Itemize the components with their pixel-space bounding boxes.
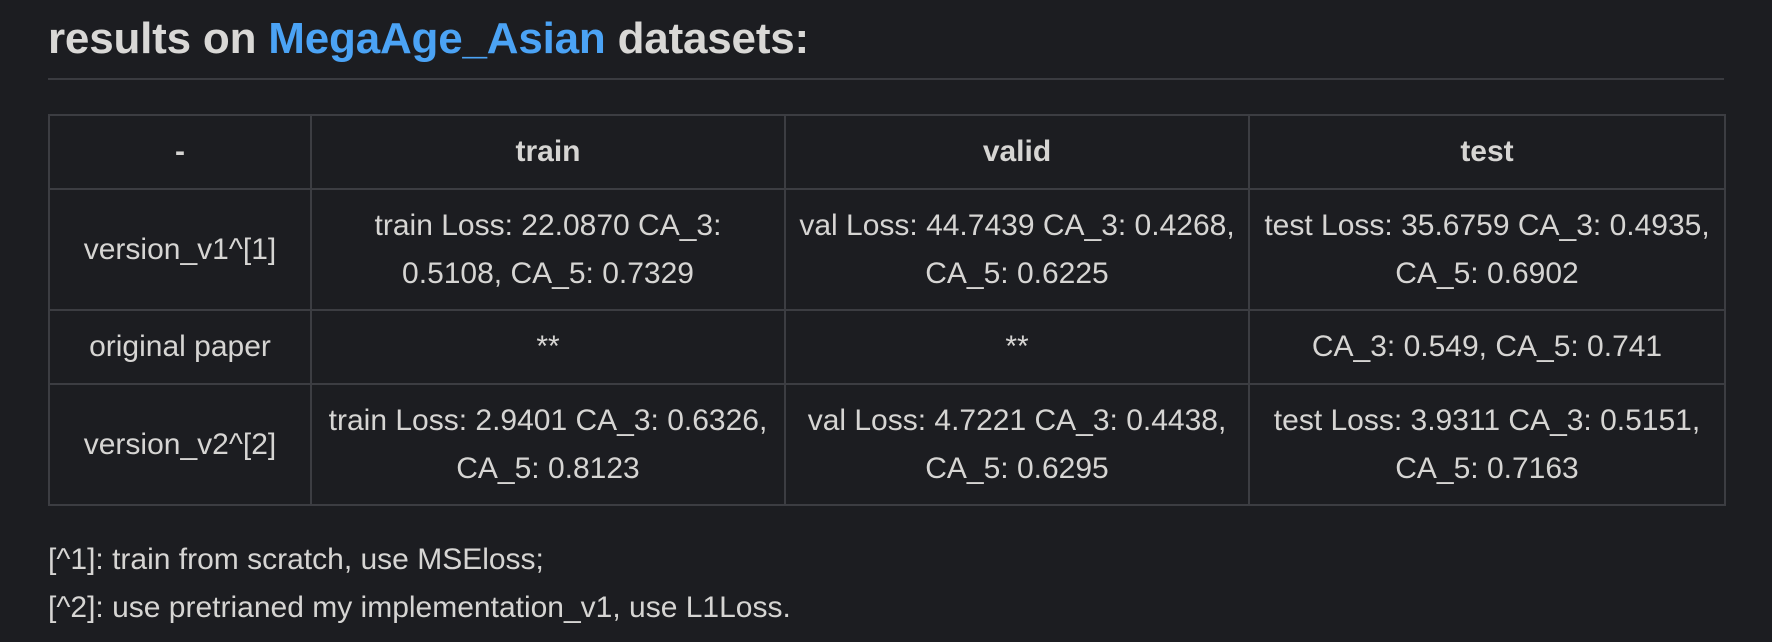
valid-cell: ** [784,309,1250,385]
dataset-link[interactable]: MegaAge_Asian [268,14,606,63]
header-cell-train: train [310,114,786,190]
header-cell-label: - [48,114,312,190]
section-heading: results on MegaAge_Asian datasets: [48,0,1724,78]
footnote-2: [^2]: use pretrianed my implementation_v… [48,591,791,624]
results-table: - train valid test version_v1^[1] train … [48,114,1726,506]
markdown-document: results on MegaAge_Asian datasets: - tra… [48,0,1726,624]
valid-cell: val Loss: 44.7439 CA_3: 0.4268, CA_5: 0.… [784,188,1250,311]
test-cell: test Loss: 35.6759 CA_3: 0.4935, CA_5: 0… [1248,188,1726,311]
test-cell: test Loss: 3.9311 CA_3: 0.5151, CA_5: 0.… [1248,383,1726,506]
test-cell: CA_3: 0.549, CA_5: 0.741 [1248,309,1726,385]
heading-prefix: results on [48,14,269,63]
train-cell: train Loss: 2.9401 CA_3: 0.6326, CA_5: 0… [310,383,786,506]
train-cell: train Loss: 22.0870 CA_3: 0.5108, CA_5: … [310,188,786,311]
row-label-cell: version_v1^[1] [48,188,312,311]
table-row-version-v2: version_v2^[2] train Loss: 2.9401 CA_3: … [48,383,1726,506]
footnotes: [^1]: train from scratch, use MSEloss; [… [48,536,791,632]
header-cell-valid: valid [784,114,1250,190]
valid-cell: val Loss: 4.7221 CA_3: 0.4438, CA_5: 0.6… [784,383,1250,506]
row-label-cell: original paper [48,309,312,385]
table-header-row: - train valid test [48,114,1726,190]
train-cell: ** [310,309,786,385]
table-row-version-v1: version_v1^[1] train Loss: 22.0870 CA_3:… [48,188,1726,311]
footnote-1: [^1]: train from scratch, use MSEloss; [48,543,544,576]
header-cell-test: test [1248,114,1726,190]
heading-suffix: datasets: [605,14,810,63]
heading-divider [48,78,1724,80]
table-row-original-paper: original paper ** ** CA_3: 0.549, CA_5: … [48,309,1726,385]
row-label-cell: version_v2^[2] [48,383,312,506]
